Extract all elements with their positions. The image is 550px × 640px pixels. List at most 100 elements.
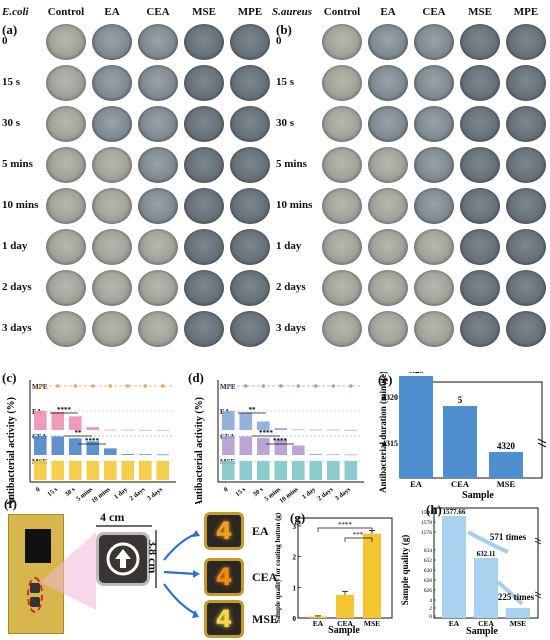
row-header: 10 mins [276, 199, 313, 211]
petri-dish [368, 147, 408, 183]
petri-dish [184, 311, 224, 347]
petri-dish [506, 311, 546, 347]
panel-c-letter: (c) [2, 370, 17, 385]
panel-b-letter: (b) [276, 22, 292, 37]
bar [399, 376, 433, 478]
petri-dish [230, 106, 270, 142]
bar [51, 461, 65, 480]
y-tick-label: 4315 [382, 439, 398, 448]
x-tick-label: EA [449, 619, 460, 628]
row-header: 0 [276, 35, 282, 47]
row-header: 15 s [276, 76, 295, 88]
row-header: 2 days [276, 281, 306, 293]
bar [139, 454, 152, 456]
petri-dish [46, 311, 86, 347]
bar [104, 429, 117, 431]
column-header-mse: MSE [468, 6, 492, 18]
data-label: 0.25 [408, 372, 424, 375]
row-header: 5 mins [2, 158, 33, 170]
coated-button-label: CEA [252, 570, 278, 584]
petri-dish [322, 229, 362, 265]
bar [442, 516, 466, 618]
row-header: 5 mins [276, 158, 307, 170]
bar [344, 454, 358, 456]
coated-button-mse: 4 [204, 600, 244, 638]
x-tick-label: MSE [510, 619, 526, 628]
bar [86, 427, 100, 430]
petri-dish [138, 270, 178, 306]
bar [309, 461, 323, 480]
petri-dish [92, 147, 132, 183]
y-tick-label: 1576 [421, 530, 432, 536]
petri-dish [414, 229, 454, 265]
significance-label: **** [85, 437, 100, 445]
y-tick-label: 634 [424, 548, 433, 554]
petri-dish [368, 311, 408, 347]
row-header: 1 day [2, 240, 28, 252]
petri-dish [414, 147, 454, 183]
panel-f-letter: (f) [4, 496, 17, 511]
bar [69, 461, 82, 480]
column-header-mpe: MPE [513, 6, 539, 18]
panel-a-letter: (a) [2, 22, 18, 37]
data-label: 5 [458, 395, 463, 405]
petri-dish [92, 106, 132, 142]
chart-d: Antibacterial activity (%) MPEEACEAMSE01… [194, 380, 364, 504]
panel-b-species: S.aureus [272, 6, 313, 18]
data-point [349, 384, 353, 388]
bar [104, 461, 117, 480]
petri-dish [368, 188, 408, 224]
reduction-arrow [496, 580, 524, 606]
petri-dish [460, 188, 500, 224]
bar [327, 454, 340, 456]
row-header: 3 days [276, 322, 306, 334]
x-tick-label: 0 [35, 486, 42, 494]
sample-arrows [163, 530, 200, 618]
petri-dish [138, 229, 178, 265]
significance-label: *** [353, 531, 364, 539]
petri-dish [230, 311, 270, 347]
bar [443, 406, 477, 478]
significance-label: **** [338, 521, 353, 529]
petri-dish [460, 106, 500, 142]
y-tick-label: 1580 [421, 510, 432, 516]
bar [156, 429, 170, 431]
bar [239, 461, 253, 480]
bar [363, 533, 381, 618]
petri-dish [184, 229, 224, 265]
bar [222, 436, 235, 455]
petri-dish [46, 65, 86, 101]
chart-g: Sample quality for coating button (g) Sa… [274, 512, 393, 636]
chart-e: Antibacterial duration (minute) Sample 4… [378, 372, 547, 501]
row-header: 30 s [2, 117, 21, 129]
bar [274, 461, 288, 480]
petri-dish [460, 147, 500, 183]
petri-dish [92, 229, 132, 265]
axis-break [534, 591, 542, 596]
bar [69, 438, 82, 455]
bar [51, 436, 65, 455]
dimension-lines [96, 525, 157, 588]
x-tick-label: 1 day [113, 486, 130, 501]
data-label: 4320 [497, 441, 516, 451]
petri-dish [230, 188, 270, 224]
petri-dish [322, 188, 362, 224]
data-point [126, 384, 130, 388]
axis-break [534, 537, 542, 542]
petri-dish [322, 65, 362, 101]
significance-label: **** [273, 437, 288, 445]
data-point [279, 384, 283, 388]
bar [121, 454, 135, 455]
chart-h-ylabel: Sample quality (g) [400, 535, 410, 606]
petri-dish [506, 65, 546, 101]
x-tick-label: 15 s [46, 486, 59, 498]
petri-dish [322, 270, 362, 306]
elevator-button-down [30, 597, 40, 607]
petri-dish [230, 270, 270, 306]
petri-dish [92, 24, 132, 60]
x-tick-label: 0 [223, 486, 230, 494]
petri-dish [414, 24, 454, 60]
petri-dish [414, 270, 454, 306]
y-tick-label: 1 [293, 584, 297, 592]
bar [104, 448, 117, 455]
